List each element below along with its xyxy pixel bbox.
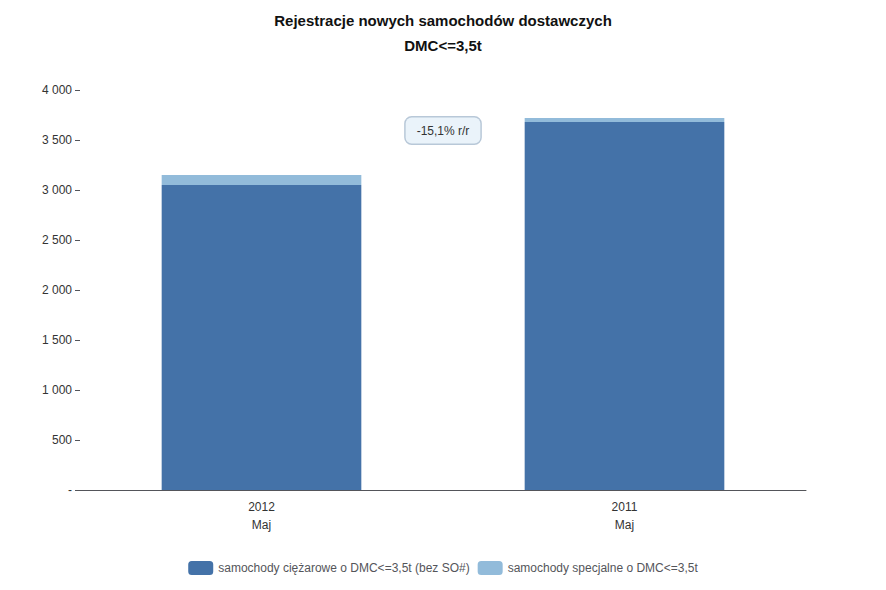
svg-text:3 500: 3 500 (42, 133, 72, 147)
svg-text:-15,1% r/r: -15,1% r/r (417, 124, 470, 138)
svg-text:3 000: 3 000 (42, 183, 72, 197)
svg-text:2 500: 2 500 (42, 233, 72, 247)
svg-text:DMC<=3,5t: DMC<=3,5t (404, 37, 482, 54)
svg-text:2011: 2011 (612, 500, 638, 514)
svg-text:1 500: 1 500 (42, 333, 72, 347)
svg-text:samochody specjalne o DMC<=3,5: samochody specjalne o DMC<=3,5t (508, 561, 699, 575)
svg-text:2 000: 2 000 (42, 283, 72, 297)
svg-text:2012: 2012 (248, 500, 275, 514)
svg-text:4 000: 4 000 (42, 83, 72, 97)
svg-text:500: 500 (52, 433, 72, 447)
svg-text:Maj: Maj (252, 518, 271, 532)
svg-text:samochody ciężarowe o DMC<=3,5: samochody ciężarowe o DMC<=3,5t (bez SO#… (218, 561, 469, 575)
svg-text:-: - (68, 483, 72, 497)
svg-text:Maj: Maj (615, 518, 634, 532)
svg-text:1 000: 1 000 (42, 383, 72, 397)
svg-text:Rejestracje nowych samochodów: Rejestracje nowych samochodów dostawczyc… (274, 12, 612, 29)
